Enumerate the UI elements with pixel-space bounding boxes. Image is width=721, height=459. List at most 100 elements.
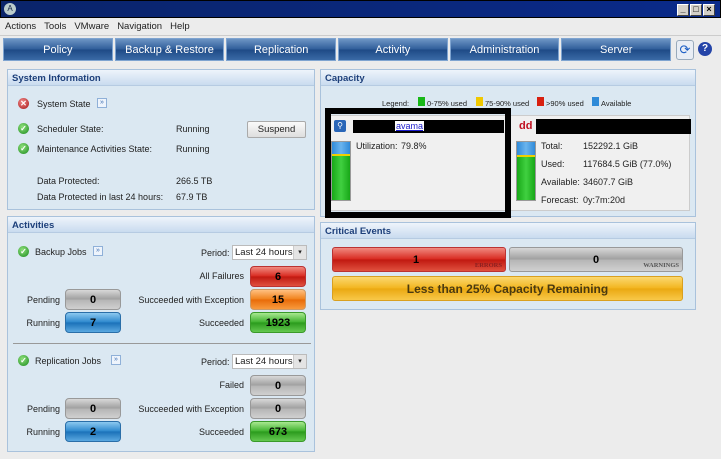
avamar-link[interactable]: avama <box>395 121 425 131</box>
used-fill <box>517 155 535 200</box>
available-label: Available: <box>541 177 580 187</box>
menu-bar: Actions Tools VMware Navigation Help <box>0 18 721 36</box>
panel-title: Critical Events <box>321 223 695 239</box>
redacted-name <box>353 120 504 133</box>
check-icon: ✓ <box>18 123 29 134</box>
running-label: Running <box>26 427 60 437</box>
panel-title: Capacity <box>321 70 695 86</box>
check-icon: ✓ <box>18 143 29 154</box>
datadomain-usage-bar <box>516 141 536 201</box>
warnings-label: WARNINGS <box>643 262 679 269</box>
tab-server[interactable]: Server <box>561 38 672 61</box>
tab-backup-restore[interactable]: Backup & Restore <box>114 38 225 61</box>
system-information-panel: System Information ✕ System State » ✓ Sc… <box>7 69 315 210</box>
backup-jobs-label: Backup Jobs <box>35 247 87 257</box>
exception-count[interactable]: 0 <box>250 398 306 419</box>
period-label: Period: <box>201 248 230 258</box>
menu-help[interactable]: Help <box>170 21 190 32</box>
pending-label: Pending <box>26 404 60 414</box>
succeeded-count[interactable]: 1923 <box>250 312 306 333</box>
activities-panel: Activities ✓ Backup Jobs » Period: Last … <box>7 216 315 452</box>
pending-count[interactable]: 0 <box>65 289 121 310</box>
data-protected-24h-label: Data Protected in last 24 hours: <box>37 192 164 202</box>
check-icon: ✓ <box>18 355 29 366</box>
data-protected-value: 266.5 TB <box>176 176 213 186</box>
selected-value: Last 24 hours <box>235 247 293 258</box>
used-value: 117684.5 GiB (77.0%) <box>583 159 672 169</box>
menu-actions[interactable]: Actions <box>5 21 37 32</box>
panel-title: Activities <box>8 217 314 233</box>
period-label: Period: <box>201 357 230 367</box>
suspend-button[interactable]: Suspend <box>247 121 306 138</box>
error-icon: ✕ <box>18 98 29 109</box>
failed-count[interactable]: 0 <box>250 375 306 396</box>
running-count[interactable]: 7 <box>65 312 121 333</box>
replication-period-select[interactable]: Last 24 hours ▾ <box>232 354 307 369</box>
succeeded-count[interactable]: 673 <box>250 421 306 442</box>
tab-policy[interactable]: Policy <box>3 38 113 61</box>
total-label: Total: <box>541 141 563 151</box>
errors-button[interactable]: 1 ERRORS <box>332 247 506 272</box>
chevron-down-icon: ▾ <box>293 355 306 368</box>
menu-vmware[interactable]: VMware <box>74 21 110 32</box>
errors-label: ERRORS <box>474 262 502 269</box>
legend-swatch-red <box>537 97 544 106</box>
datadomain-logo: dd <box>519 120 533 132</box>
legend-swatch-green <box>418 97 425 106</box>
exception-label: Succeeded with Exception <box>138 295 244 305</box>
expand-icon[interactable]: » <box>97 98 107 108</box>
help-icon[interactable]: ? <box>698 42 712 56</box>
scheduler-label: Scheduler State: <box>37 124 104 134</box>
system-state-label: System State <box>37 99 91 109</box>
minimize-button[interactable]: _ <box>677 4 689 16</box>
legend-label: Legend: <box>382 99 410 108</box>
utilization-label: Utilization: <box>356 141 398 151</box>
capacity-warning-banner[interactable]: Less than 25% Capacity Remaining <box>332 276 683 301</box>
backup-period-select[interactable]: Last 24 hours ▾ <box>232 245 307 260</box>
expand-icon[interactable]: » <box>111 355 121 365</box>
pending-label: Pending <box>26 295 60 305</box>
all-failures-label: All Failures <box>199 271 244 281</box>
scheduler-value: Running <box>176 124 210 134</box>
app-logo-icon: A <box>4 3 16 15</box>
menu-tools[interactable]: Tools <box>44 21 67 32</box>
exception-count[interactable]: 15 <box>250 289 306 310</box>
data-protected-24h-value: 67.9 TB <box>176 192 208 202</box>
replication-jobs-label: Replication Jobs <box>35 356 102 366</box>
title-bar: A _ □ × <box>0 0 721 18</box>
succeeded-label: Succeeded <box>198 427 244 437</box>
succeeded-label: Succeeded <box>198 318 244 328</box>
chevron-down-icon: ▾ <box>293 246 306 259</box>
all-failures-count[interactable]: 6 <box>250 266 306 287</box>
pending-count[interactable]: 0 <box>65 398 121 419</box>
tab-administration[interactable]: Administration <box>449 38 560 61</box>
forecast-value: 0y:7m:20d <box>583 195 626 205</box>
redacted-name <box>536 119 691 134</box>
maintenance-label: Maintenance Activities State: <box>37 144 153 154</box>
running-label: Running <box>26 318 60 328</box>
tab-replication[interactable]: Replication <box>226 38 337 61</box>
legend-swatch-yellow <box>476 97 483 106</box>
warnings-count: 0 <box>593 254 600 266</box>
refresh-icon[interactable]: ⟳ <box>676 40 694 60</box>
total-value: 152292.1 GiB <box>583 141 639 151</box>
exception-label: Succeeded with Exception <box>138 404 244 414</box>
available-value: 34607.7 GiB <box>583 177 634 187</box>
utilization-value: 79.8% <box>401 141 427 151</box>
legend-item: Available <box>601 99 632 108</box>
tab-activity[interactable]: Activity <box>338 38 448 61</box>
legend-item: 0-75% used <box>427 99 468 108</box>
maximize-button[interactable]: □ <box>690 4 702 16</box>
warnings-button[interactable]: 0 WARNINGS <box>509 247 683 272</box>
close-button[interactable]: × <box>703 4 715 16</box>
running-count[interactable]: 2 <box>65 421 121 442</box>
legend-swatch-blue <box>592 97 599 106</box>
errors-count: 1 <box>413 254 420 266</box>
menu-navigation[interactable]: Navigation <box>117 21 163 32</box>
data-protected-label: Data Protected: <box>37 176 100 186</box>
legend-item: 75-90% used <box>485 99 530 108</box>
highlight-frame <box>325 108 511 218</box>
server-icon: ⚲ <box>334 120 346 132</box>
panel-title: System Information <box>8 70 314 86</box>
expand-icon[interactable]: » <box>93 246 103 256</box>
